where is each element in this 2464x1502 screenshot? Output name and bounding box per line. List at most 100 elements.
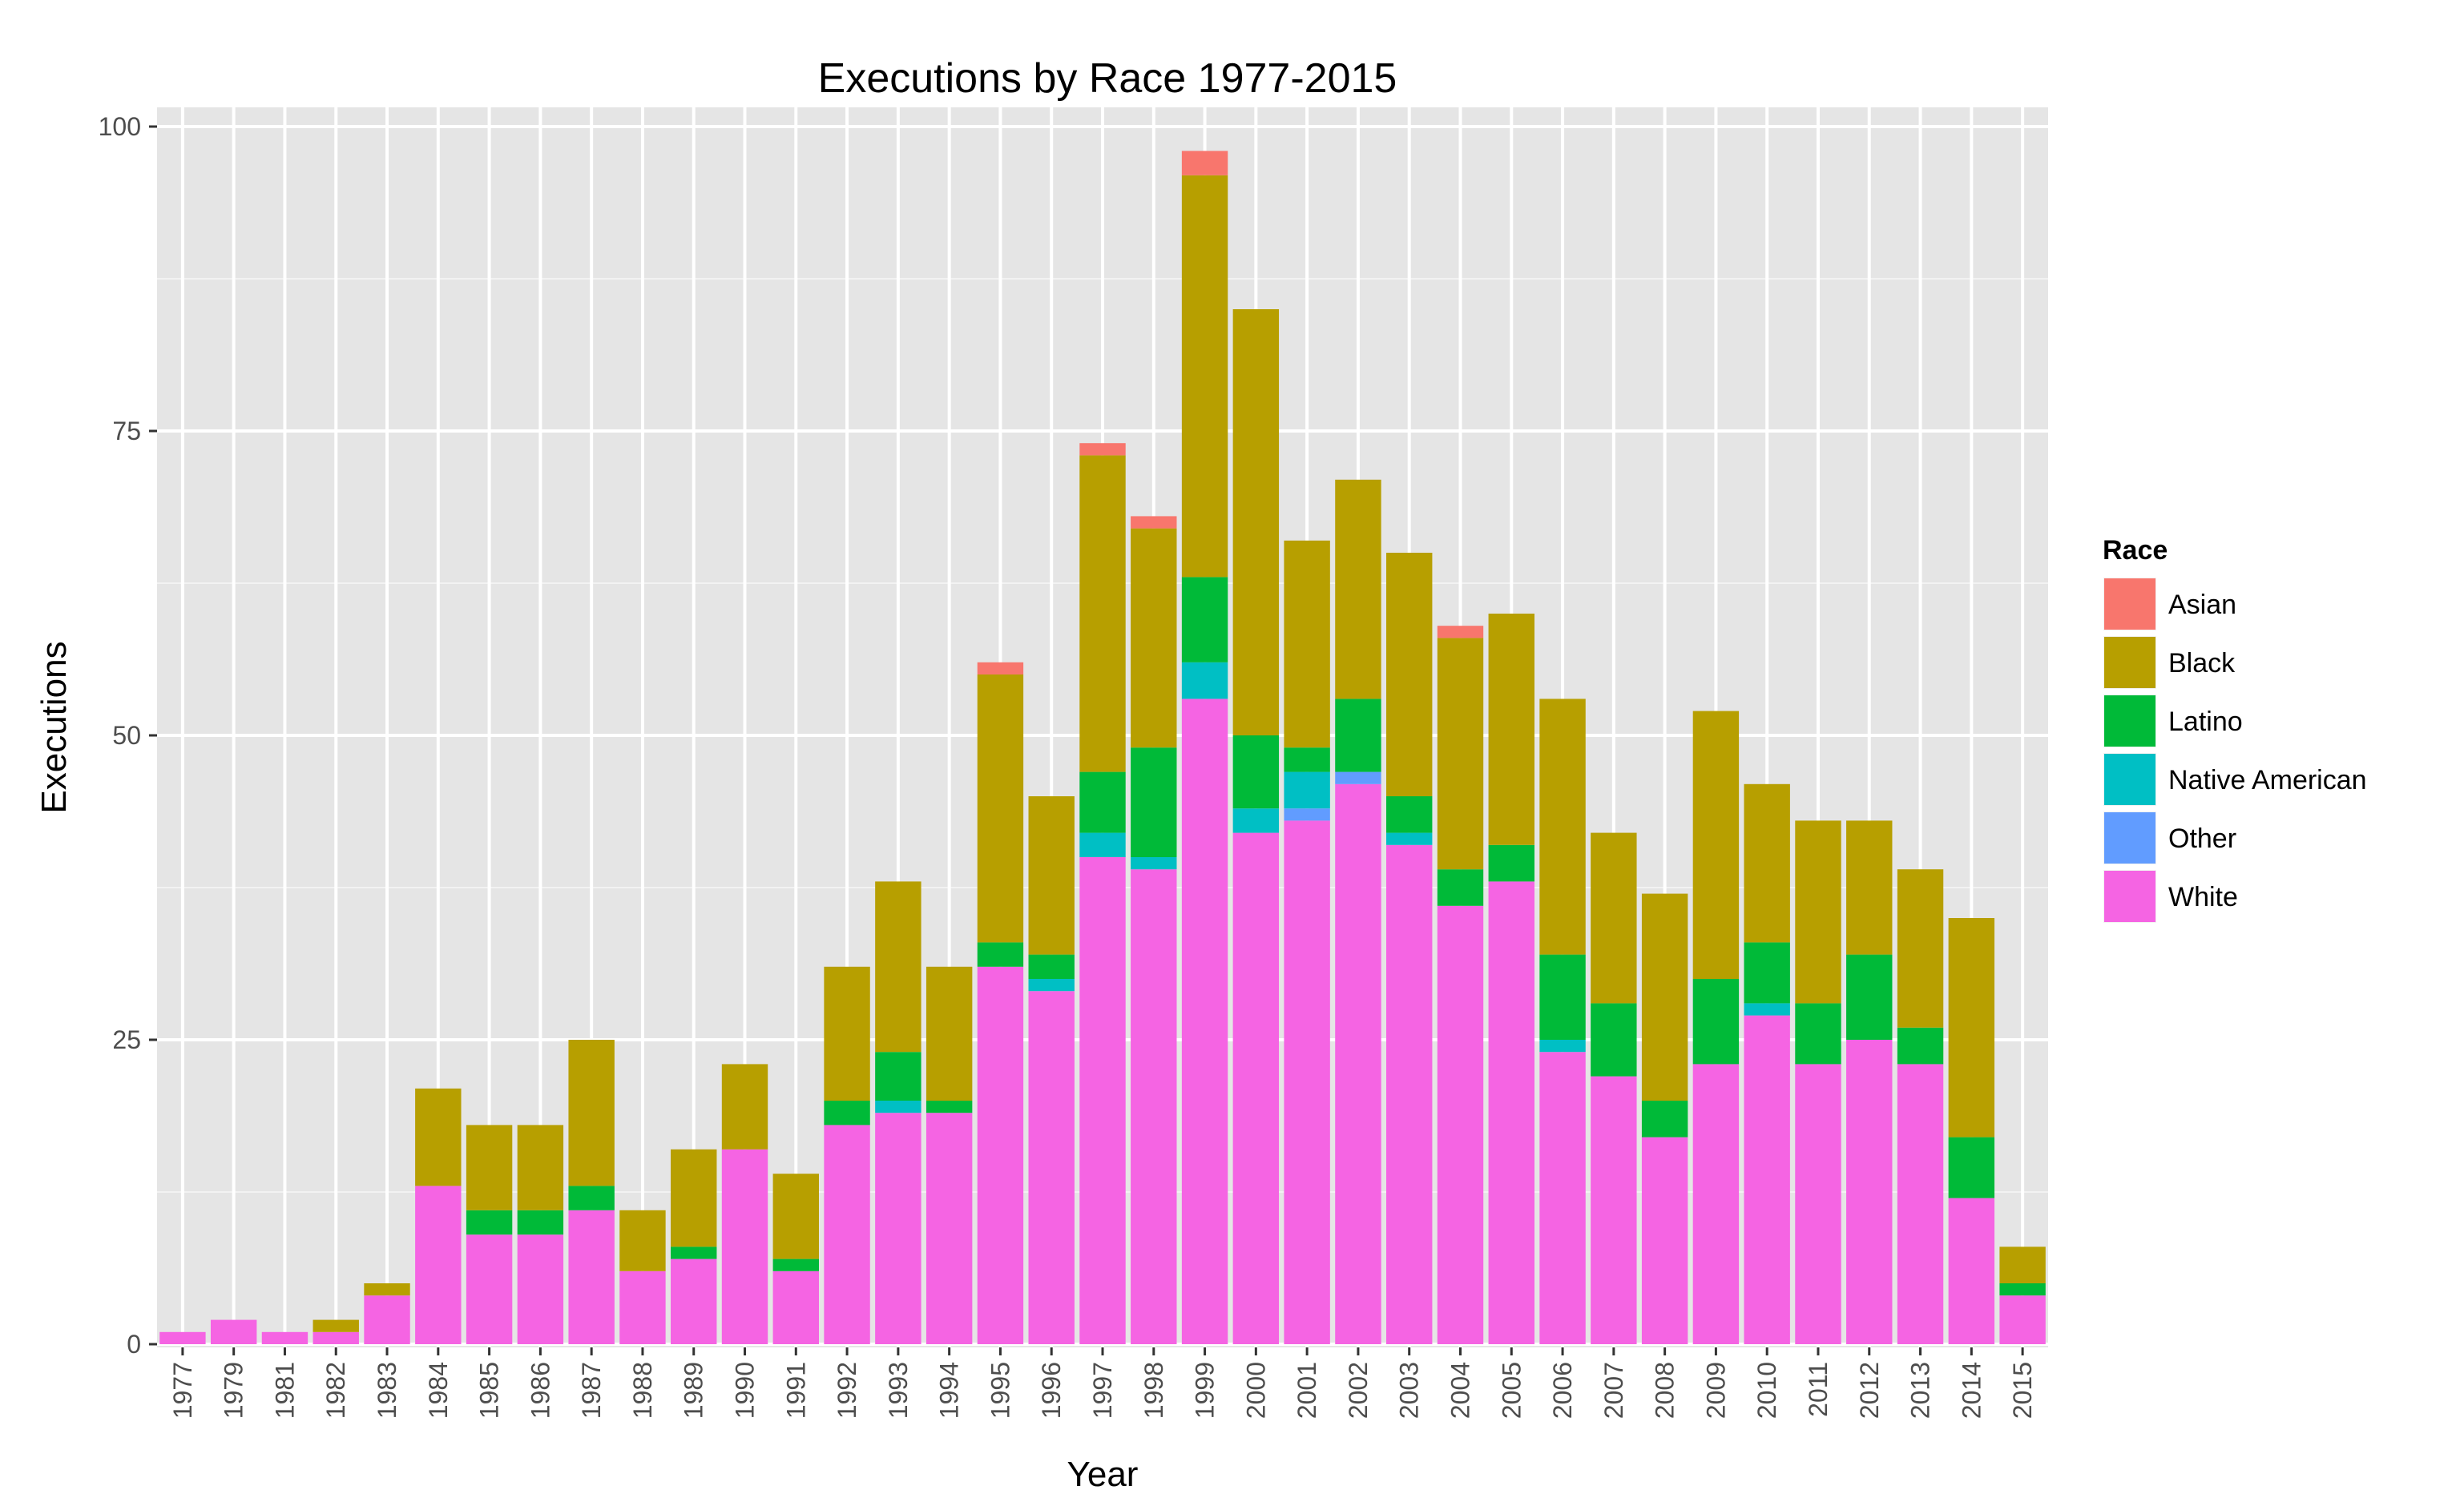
- bar-1997-black: [1079, 455, 1126, 772]
- x-axis-title: Year: [1067, 1455, 1139, 1494]
- x-tick-label: 1995: [986, 1362, 1014, 1419]
- x-tick-label: 2004: [1446, 1362, 1474, 1419]
- bar-1993-white: [875, 1113, 921, 1344]
- bar-2007-latino: [1591, 1003, 1637, 1077]
- bar-1990-white: [721, 1149, 768, 1344]
- bar-2006-black: [1539, 699, 1586, 955]
- bar-1992-white: [824, 1125, 870, 1344]
- x-tick-label: 1984: [424, 1362, 453, 1419]
- bar-2009-white: [1692, 1064, 1740, 1344]
- x-tick-label: 1993: [884, 1362, 913, 1419]
- x-tick-label: 2009: [1701, 1362, 1730, 1419]
- bar-2005-white: [1488, 881, 1534, 1344]
- x-tick-label: 1981: [270, 1362, 299, 1419]
- bar-1998-native-american: [1131, 857, 1177, 870]
- bar-1987-black: [568, 1040, 615, 1186]
- x-tick-label: 2012: [1855, 1362, 1884, 1419]
- bar-1993-latino: [875, 1052, 921, 1101]
- bar-1990-black: [721, 1064, 768, 1150]
- x-tick-label: 1996: [1037, 1362, 1066, 1419]
- x-tick-label: 2008: [1651, 1362, 1680, 1419]
- x-tick-label: 1997: [1088, 1362, 1117, 1419]
- bar-1977-white: [159, 1331, 206, 1344]
- bar-2014-white: [1948, 1198, 1995, 1344]
- bar-1997-white: [1079, 857, 1126, 1344]
- bar-1998-latino: [1131, 747, 1177, 857]
- x-tick-label: 2000: [1241, 1362, 1270, 1419]
- bar-1991-white: [772, 1270, 819, 1344]
- bar-2011-latino: [1795, 1003, 1841, 1065]
- legend-swatch-asian: [2104, 578, 2155, 630]
- x-tick-label: 1989: [680, 1362, 708, 1419]
- bar-2010-white: [1744, 1015, 1790, 1344]
- bar-1987-white: [568, 1210, 615, 1344]
- bar-2013-white: [1897, 1064, 1944, 1344]
- bar-2006-white: [1539, 1052, 1586, 1344]
- x-tick-label: 2001: [1292, 1362, 1321, 1419]
- bar-2009-black: [1692, 711, 1740, 979]
- x-tick-label: 1985: [475, 1362, 504, 1419]
- legend-swatch-white: [2104, 871, 2155, 922]
- x-tick-label: 2015: [2008, 1362, 2037, 1419]
- y-tick-label: 25: [112, 1025, 141, 1054]
- bar-1993-native-american: [875, 1101, 921, 1113]
- bar-1996-black: [1028, 796, 1075, 955]
- bar-1982-black: [313, 1319, 359, 1332]
- bar-2010-latino: [1744, 942, 1790, 1004]
- bar-1984-white: [415, 1186, 462, 1344]
- bar-1996-white: [1028, 991, 1075, 1344]
- bar-1993-black: [875, 881, 921, 1053]
- bar-1982-white: [313, 1331, 359, 1344]
- bar-1989-black: [671, 1149, 717, 1247]
- bar-1988-white: [619, 1270, 666, 1344]
- legend-label-latino: Latino: [2168, 707, 2243, 737]
- bar-2013-latino: [1897, 1027, 1944, 1065]
- bar-1992-latino: [824, 1101, 870, 1125]
- legend: Race Asian Black Latino Native American Othe…: [2102, 535, 2367, 924]
- legend-label-white: White: [2168, 882, 2238, 912]
- bar-1999-asian: [1181, 151, 1228, 175]
- x-tick-label: 1982: [321, 1362, 350, 1419]
- x-tick-label: 1994: [935, 1362, 964, 1419]
- bar-1995-white: [977, 966, 1024, 1344]
- bar-2006-native-american: [1539, 1040, 1586, 1053]
- bar-1992-black: [824, 966, 870, 1101]
- bar-2008-white: [1641, 1137, 1688, 1344]
- bar-2010-native-american: [1744, 1003, 1790, 1016]
- x-tick-label: 1977: [168, 1362, 197, 1419]
- bar-1994-white: [926, 1113, 973, 1344]
- bar-2015-black: [1999, 1246, 2046, 1283]
- bar-1987-latino: [568, 1186, 615, 1210]
- x-tick-label: 2007: [1599, 1362, 1628, 1419]
- bar-1996-native-american: [1028, 979, 1075, 992]
- bar-2002-other: [1335, 771, 1381, 784]
- bar-2012-black: [1846, 820, 1893, 955]
- bar-1995-latino: [977, 942, 1024, 967]
- y-tick-label: 100: [99, 112, 141, 141]
- bar-1986-white: [517, 1234, 564, 1344]
- bar-1999-native-american: [1181, 662, 1228, 699]
- bar-1986-latino: [517, 1210, 564, 1235]
- bar-1999-black: [1181, 175, 1228, 578]
- bar-2000-black: [1232, 309, 1280, 735]
- legend-swatch-black: [2104, 637, 2155, 688]
- bar-2007-white: [1591, 1076, 1637, 1344]
- bar-1997-asian: [1079, 443, 1126, 456]
- y-tick-label: 50: [112, 721, 141, 750]
- bar-2000-latino: [1232, 735, 1280, 809]
- y-axis-title: Executions: [34, 641, 74, 813]
- x-tick-label: 1986: [526, 1362, 555, 1419]
- x-tick-label: 1983: [373, 1362, 401, 1419]
- bar-2012-white: [1846, 1040, 1893, 1344]
- x-tick-label: 2010: [1752, 1362, 1781, 1419]
- bar-2014-black: [1948, 918, 1995, 1138]
- legend-swatch-native-american: [2104, 754, 2155, 805]
- bar-2006-latino: [1539, 954, 1586, 1040]
- bar-2008-latino: [1641, 1101, 1688, 1138]
- x-tick-label: 2011: [1804, 1362, 1833, 1417]
- legend-label-black: Black: [2168, 648, 2236, 679]
- bar-2004-white: [1437, 905, 1484, 1344]
- bar-1986-black: [517, 1125, 564, 1210]
- legend-swatch-latino: [2104, 695, 2155, 747]
